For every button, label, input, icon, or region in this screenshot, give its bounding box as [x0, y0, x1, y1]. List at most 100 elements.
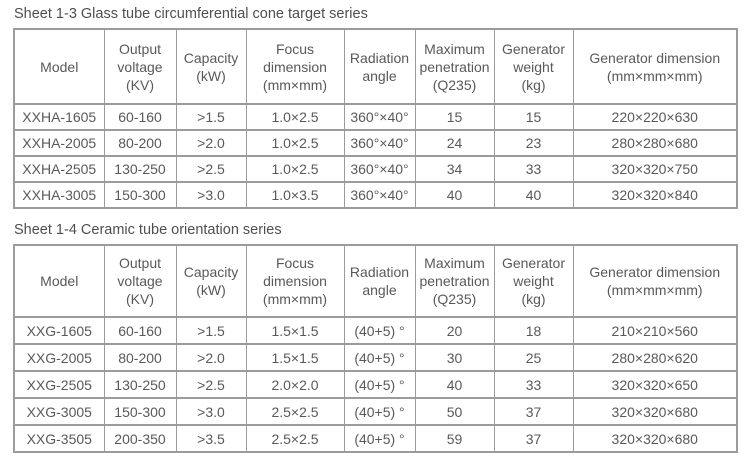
- table-cell: XXHA-2005: [13, 129, 105, 157]
- column-header: Model: [13, 244, 105, 318]
- table-cell: >3.0: [175, 397, 247, 426]
- table-cell: XXHA-1605: [13, 103, 105, 131]
- table-cell: 2.5×2.5: [245, 424, 345, 453]
- table-cell: 2.5×2.5: [245, 397, 345, 426]
- table-cell: (40+5) °: [343, 316, 416, 345]
- column-header: Output voltage (KV): [103, 28, 177, 105]
- table-cell: 360°×40°: [343, 103, 416, 131]
- column-header: Focus dimension (mm×mm): [245, 244, 345, 318]
- table-cell: 33: [493, 370, 574, 399]
- table-cell: 280×280×680: [572, 129, 738, 157]
- table-cell: 130-250: [103, 155, 177, 183]
- table-cell: 1.5×1.5: [245, 316, 345, 345]
- table-cell: 1.0×2.5: [245, 129, 345, 157]
- table-row: XXHA-2505 130-250 >2.5 1.0×2.5 360°×40° 34 33 3…: [13, 155, 738, 183]
- table-cell: 320×320×680: [572, 397, 738, 426]
- table-cell: XXG-3005: [13, 397, 105, 426]
- column-header: Radiation angle: [343, 28, 416, 105]
- table-cell: 34: [414, 155, 495, 183]
- table-cell: (40+5) °: [343, 370, 416, 399]
- table-cell: 130-250: [103, 370, 177, 399]
- table-row: XXHA-2005 80-200 >2.0 1.0×2.5 360°×40° 24 23 28…: [13, 129, 738, 157]
- table-cell: 25: [493, 343, 574, 372]
- column-header: Capacity (kW): [175, 244, 247, 318]
- table-cell: 360°×40°: [343, 181, 416, 209]
- table-cell: 280×280×620: [572, 343, 738, 372]
- table-cell: 200-350: [103, 424, 177, 453]
- table-cell: 210×210×560: [572, 316, 738, 345]
- table-cell: XXG-2005: [13, 343, 105, 372]
- table-cell: 24: [414, 129, 495, 157]
- table-cell: XXG-3505: [13, 424, 105, 453]
- table-cell: >2.0: [175, 129, 247, 157]
- table-row: XXG-3005 150-300 >3.0 2.5×2.5 (40+5) ° 50 37 32…: [13, 397, 738, 426]
- table-cell: 220×220×630: [572, 103, 738, 131]
- table-row: XXG-2505 130-250 >2.5 2.0×2.0 (40+5) ° 40 33 32…: [13, 370, 738, 399]
- table-cell: 80-200: [103, 343, 177, 372]
- column-header: Model: [13, 28, 105, 105]
- column-header: Maximum penetration (Q235): [414, 28, 495, 105]
- table-cell: (40+5) °: [343, 343, 416, 372]
- table-cell: 40: [414, 370, 495, 399]
- column-header: Maximum penetration (Q235): [414, 244, 495, 318]
- table-cell: 1.0×2.5: [245, 155, 345, 183]
- sheet-1-3-section: Sheet 1-3 Glass tube circumferential con…: [13, 6, 738, 209]
- column-header: Generator weight (kg): [493, 244, 574, 318]
- table-cell: 15: [414, 103, 495, 131]
- table-row: XXHA-3005 150-300 >3.0 1.0×3.5 360°×40° 40 40 3…: [13, 181, 738, 209]
- table-cell: 37: [493, 424, 574, 453]
- table-cell: 320×320×680: [572, 424, 738, 453]
- table-cell: >3.0: [175, 181, 247, 209]
- column-header: Generator weight (kg): [493, 28, 574, 105]
- table-cell: >2.5: [175, 370, 247, 399]
- table-cell: XXG-1605: [13, 316, 105, 345]
- table-cell: XXHA-2505: [13, 155, 105, 183]
- table-cell: 40: [493, 181, 574, 209]
- table-cell: 320×320×840: [572, 181, 738, 209]
- table-cell: 80-200: [103, 129, 177, 157]
- table-cell: >2.5: [175, 155, 247, 183]
- column-header: Generator dimension (mm×mm×mm): [572, 244, 738, 318]
- table-cell: 23: [493, 129, 574, 157]
- column-header: Output voltage (KV): [103, 244, 177, 318]
- column-header: Radiation angle: [343, 244, 416, 318]
- table-cell: 37: [493, 397, 574, 426]
- table-row: XXG-3505 200-350 >3.5 2.5×2.5 (40+5) ° 59 37 32…: [13, 424, 738, 453]
- sheet-1-3-title: Sheet 1-3 Glass tube circumferential con…: [14, 6, 368, 22]
- table-cell: 33: [493, 155, 574, 183]
- table-cell: >1.5: [175, 103, 247, 131]
- table-cell: 60-160: [103, 316, 177, 345]
- glass-tube-spec-table: Model Output voltage (KV) Capacity (kW) Foc…: [13, 28, 738, 209]
- table-cell: >2.0: [175, 343, 247, 372]
- table-cell: 18: [493, 316, 574, 345]
- header-row: Model Output voltage (KV) Capacity (kW) Foc…: [13, 244, 738, 318]
- table-cell: XXG-2505: [13, 370, 105, 399]
- ceramic-tube-spec-table: Model Output voltage (KV) Capacity (kW) Foc…: [13, 244, 738, 453]
- table-cell: 50: [414, 397, 495, 426]
- sheet-1-4-title: Sheet 1-4 Ceramic tube orientation serie…: [14, 222, 282, 238]
- table-cell: 320×320×750: [572, 155, 738, 183]
- table-cell: 59: [414, 424, 495, 453]
- table-cell: >3.5: [175, 424, 247, 453]
- table-cell: 1.0×2.5: [245, 103, 345, 131]
- sheet-1-4-section: Sheet 1-4 Ceramic tube orientation serie…: [13, 222, 738, 453]
- table-cell: 1.0×3.5: [245, 181, 345, 209]
- table-row: XXG-1605 60-160 >1.5 1.5×1.5 (40+5) ° 20 18 210…: [13, 316, 738, 345]
- table-cell: 1.5×1.5: [245, 343, 345, 372]
- table-cell: 60-160: [103, 103, 177, 131]
- header-row: Model Output voltage (KV) Capacity (kW) Foc…: [13, 28, 738, 105]
- table-row: XXHA-1605 60-160 >1.5 1.0×2.5 360°×40° 15 15 22…: [13, 103, 738, 131]
- column-header: Capacity (kW): [175, 28, 247, 105]
- table-cell: (40+5) °: [343, 397, 416, 426]
- table-cell: 15: [493, 103, 574, 131]
- table-cell: 150-300: [103, 181, 177, 209]
- spec-sheet-page: Sheet 1-3 Glass tube circumferential con…: [13, 6, 738, 453]
- table-cell: 320×320×650: [572, 370, 738, 399]
- table-row: XXG-2005 80-200 >2.0 1.5×1.5 (40+5) ° 30 25 280…: [13, 343, 738, 372]
- table-cell: 360°×40°: [343, 155, 416, 183]
- table-cell: 40: [414, 181, 495, 209]
- column-header: Focus dimension (mm×mm): [245, 28, 345, 105]
- table-cell: >1.5: [175, 316, 247, 345]
- table-cell: 20: [414, 316, 495, 345]
- table-cell: (40+5) °: [343, 424, 416, 453]
